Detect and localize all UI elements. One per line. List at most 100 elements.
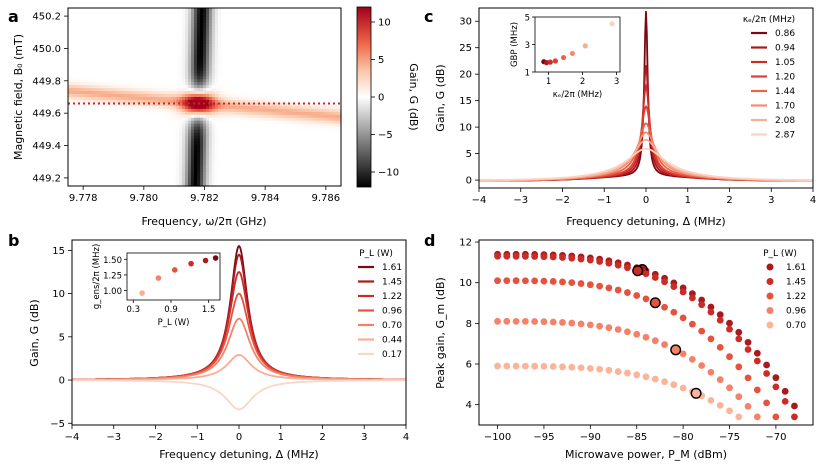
heatmap-cell: [311, 120, 315, 125]
heatmap-cell: [233, 76, 237, 80]
heatmap-cell: [86, 52, 90, 57]
heatmap-cell: [197, 19, 201, 24]
heatmap-cell: [245, 46, 249, 51]
heatmap-cell: [71, 159, 75, 163]
heatmap-cell: [95, 85, 99, 89]
heatmap-cell: [260, 94, 264, 98]
heatmap-cell: [272, 129, 276, 134]
heatmap-cell: [191, 108, 195, 113]
heatmap-cell: [338, 91, 342, 95]
heatmap-cell: [254, 73, 258, 77]
heatmap-cell: [131, 76, 135, 80]
heatmap-cell: [248, 99, 252, 104]
heatmap-cell: [101, 61, 105, 65]
heatmap-cell: [164, 108, 168, 113]
heatmap-cell: [308, 82, 312, 86]
heatmap-cell: [167, 31, 171, 36]
heatmap-cell: [317, 138, 321, 143]
heatmap-cell: [182, 52, 186, 57]
heatmap-cell: [317, 25, 321, 30]
heatmap-cell: [233, 55, 237, 60]
heatmap-cell: [143, 73, 147, 77]
heatmap-cell: [83, 138, 87, 143]
heatmap-cell: [326, 165, 330, 169]
heatmap-cell: [68, 76, 72, 80]
heatmap-cell: [281, 19, 285, 24]
heatmap-cell: [266, 73, 270, 77]
heatmap-cell: [323, 132, 327, 137]
heatmap-cell: [101, 153, 105, 157]
heatmap-cell: [197, 28, 201, 33]
heatmap-cell: [257, 10, 261, 15]
heatmap-cell: [95, 91, 99, 95]
heatmap-cell: [233, 132, 237, 137]
heatmap-cell: [242, 8, 246, 12]
heatmap-cell: [92, 120, 96, 125]
heatmap-cell: [137, 37, 141, 42]
heatmap-cell: [275, 46, 279, 51]
heatmap-cell: [230, 168, 234, 172]
heatmap-cell: [215, 19, 219, 24]
heatmap-cell: [68, 43, 72, 48]
heatmap-cell: [260, 153, 264, 157]
heatmap-cell: [224, 49, 228, 54]
heatmap-cell: [215, 31, 219, 36]
heatmap-cell: [74, 13, 78, 18]
heatmap-cell: [74, 64, 78, 68]
heatmap-cell: [239, 70, 243, 74]
heatmap-cell: [149, 40, 153, 45]
heatmap-cell: [302, 120, 306, 125]
heatmap-cell: [266, 153, 270, 157]
heatmap-cell: [248, 138, 252, 143]
heatmap-cell: [110, 76, 114, 80]
heatmap-cell: [302, 73, 306, 77]
heatmap-cell: [158, 117, 162, 122]
heatmap-cell: [257, 43, 261, 48]
heatmap-cell: [179, 13, 183, 18]
heatmap-cell: [290, 138, 294, 143]
heatmap-cell: [224, 99, 228, 104]
heatmap-cell: [239, 55, 243, 60]
heatmap-cell: [314, 165, 318, 169]
heatmap-cell: [89, 46, 93, 51]
heatmap-cell: [320, 147, 324, 151]
heatmap-cell: [194, 82, 198, 86]
heatmap-cell: [116, 49, 120, 54]
heatmap-cell: [140, 126, 144, 131]
heatmap-cell: [263, 132, 267, 137]
heatmap-cell: [113, 120, 117, 125]
heatmap-cell: [332, 16, 336, 21]
heatmap-cell: [332, 64, 336, 68]
heatmap-cell: [212, 70, 216, 74]
heatmap-cell: [155, 132, 159, 137]
heatmap-cell: [113, 108, 117, 113]
heatmap-cell: [173, 19, 177, 24]
heatmap-cell: [302, 99, 306, 104]
heatmap-cell: [197, 97, 201, 101]
heatmap-cell: [173, 120, 177, 125]
heatmap-cell: [272, 52, 276, 57]
heatmap-cell: [149, 37, 153, 42]
heatmap-cell: [308, 129, 312, 134]
heatmap-cell: [320, 61, 324, 65]
heatmap-cell: [107, 76, 111, 80]
heatmap-cell: [215, 111, 219, 116]
heatmap-cell: [179, 99, 183, 104]
heatmap-cell: [119, 19, 123, 24]
heatmap-cell: [128, 132, 132, 137]
heatmap-cell: [92, 55, 96, 60]
heatmap-cell: [176, 91, 180, 95]
heatmap-cell: [212, 61, 216, 65]
heatmap-cell: [248, 8, 252, 12]
heatmap-cell: [281, 168, 285, 172]
heatmap-cell: [218, 141, 222, 146]
heatmap-cell: [89, 168, 93, 172]
heatmap-cell: [305, 147, 309, 151]
heatmap-cell: [221, 70, 225, 74]
heatmap-cell: [281, 156, 285, 160]
heatmap-cell: [113, 28, 117, 33]
heatmap-cell: [281, 55, 285, 60]
heatmap-cell: [263, 94, 267, 98]
heatmap-cell: [275, 138, 279, 143]
heatmap-cell: [116, 168, 120, 172]
